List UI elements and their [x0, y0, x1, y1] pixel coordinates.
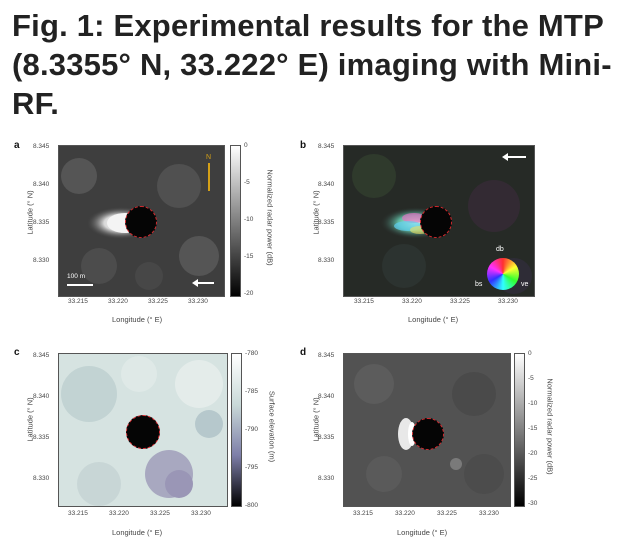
y-axis-label: Latitude (° N): [25, 397, 35, 442]
radar-image-texture: [344, 354, 510, 506]
x-tick: 33.215: [353, 510, 373, 517]
arrow-head-icon: [502, 153, 508, 161]
x-tick: 33.230: [479, 510, 499, 517]
x-tick: 33.215: [68, 298, 88, 305]
crater-outline: [125, 206, 157, 238]
x-tick: 33.225: [437, 510, 457, 517]
x-axis-label: Longitude (° E): [408, 315, 459, 324]
y-tick: 8.345: [33, 143, 50, 150]
x-axis-label: Longitude (° E): [397, 528, 448, 537]
y-tick: 8.340: [318, 181, 335, 188]
y-tick: 8.330: [33, 475, 50, 482]
crater-outline: [412, 418, 444, 450]
x-tick: 33.215: [68, 510, 88, 517]
colorbar-tick: -25: [528, 475, 538, 482]
colorbar-tick: -20: [244, 290, 254, 297]
x-tick: 33.225: [150, 510, 170, 517]
colorbar-label: Surface elevation (m): [267, 390, 277, 463]
y-tick: 8.345: [318, 352, 335, 359]
colorbar-tick: -10: [528, 400, 538, 407]
north-label: N: [206, 154, 212, 161]
figure-title: Fig. 1: Experimental results for the MTP…: [12, 8, 612, 121]
y-tick: 8.330: [33, 257, 50, 264]
y-axis-label: Latitude (° N): [311, 397, 321, 442]
north-arrow-icon: [208, 163, 210, 191]
scale-bar-label: 100 m: [67, 273, 86, 280]
x-tick: 33.225: [450, 298, 470, 305]
colorbar-tick: 0: [528, 350, 532, 357]
x-tick: 33.230: [498, 298, 518, 305]
colorbar-tick: 0: [244, 142, 248, 149]
elevation-image: [58, 353, 228, 507]
colorbar-tick: -15: [244, 253, 254, 260]
colorbar-tick: -30: [528, 500, 538, 507]
colorbar-tick: -800: [245, 502, 259, 509]
y-tick: 8.330: [318, 257, 335, 264]
wheel-label-left: bs: [475, 281, 483, 288]
x-tick: 33.220: [395, 510, 415, 517]
y-tick: 8.340: [33, 181, 50, 188]
x-tick: 33.225: [148, 298, 168, 305]
arrow-head-icon: [192, 279, 198, 287]
colorbar-tick: -785: [245, 388, 259, 395]
y-tick: 8.335: [33, 219, 50, 226]
colorbar: [231, 353, 242, 507]
colorbar-tick: -780: [245, 350, 259, 357]
x-axis-label: Longitude (° E): [112, 528, 163, 537]
colorbar-tick: -10: [244, 216, 254, 223]
arrow-left-icon: [506, 156, 526, 158]
x-axis-label: Longitude (° E): [112, 315, 163, 324]
scale-bar: [67, 284, 93, 286]
x-tick: 33.215: [354, 298, 374, 305]
colorbar-label: Normalized radar power (dB): [545, 378, 555, 475]
crater-outline: [126, 415, 160, 449]
y-tick: 8.345: [318, 143, 335, 150]
panel-label: b: [300, 140, 307, 151]
y-tick: 8.345: [33, 352, 50, 359]
radar-image-texture: [59, 146, 224, 296]
panel-label: a: [14, 140, 20, 151]
colorbar-tick: -5: [244, 179, 250, 186]
colorbar-tick: -790: [245, 426, 259, 433]
colorbar: [514, 353, 525, 507]
colorbar-tick: -15: [528, 425, 538, 432]
color-wheel-icon: [487, 258, 519, 290]
y-tick: 8.335: [318, 219, 335, 226]
y-tick: 8.330: [318, 475, 335, 482]
y-tick: 8.340: [318, 393, 335, 400]
colorbar: [230, 145, 241, 297]
rgb-decomposition-image: db bs ve: [343, 145, 535, 297]
y-tick: 8.335: [318, 434, 335, 441]
x-tick: 33.230: [188, 298, 208, 305]
radar-power-image: [343, 353, 511, 507]
wheel-label-top: db: [496, 246, 504, 253]
x-tick: 33.230: [191, 510, 211, 517]
x-tick: 33.220: [108, 298, 128, 305]
arrow-left-icon: [194, 282, 214, 284]
y-tick: 8.335: [33, 434, 50, 441]
colorbar-tick: -20: [528, 450, 538, 457]
colorbar-tick: -795: [245, 464, 259, 471]
colorbar-label: Normalized radar power (dB): [265, 169, 275, 266]
x-tick: 33.220: [402, 298, 422, 305]
x-tick: 33.220: [109, 510, 129, 517]
crater-outline: [420, 206, 452, 238]
panel-label: c: [14, 347, 20, 358]
colorbar-tick: -5: [528, 375, 534, 382]
y-tick: 8.340: [33, 393, 50, 400]
panel-label: d: [300, 347, 307, 358]
wheel-label-right: ve: [521, 281, 529, 288]
radar-power-image: N 100 m: [58, 145, 225, 297]
